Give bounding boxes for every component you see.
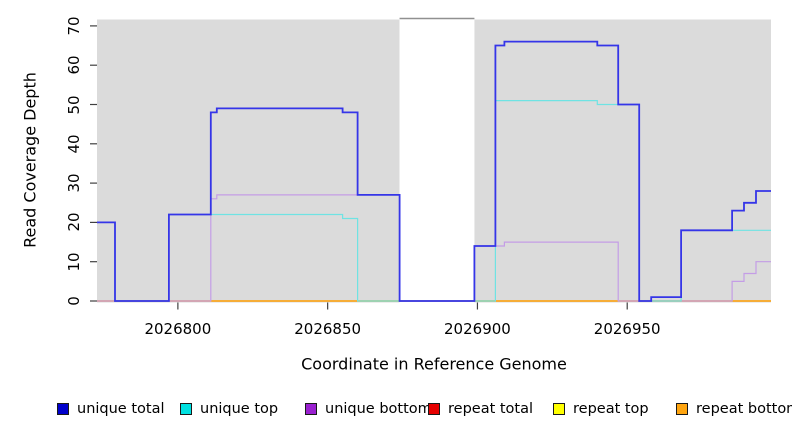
y-axis-title: Read Coverage Depth [20, 72, 40, 248]
y-tick-label: 70 [65, 16, 83, 36]
legend-label: unique bottom [325, 401, 432, 417]
series-unique-bottom [97, 194, 771, 302]
legend-label: unique top [200, 401, 279, 417]
y-tick-label: 20 [65, 212, 83, 232]
region-aligned-right [474, 19, 771, 303]
legend-swatch-unique-top-icon [180, 403, 192, 415]
y-tick-label: 60 [65, 55, 83, 75]
legend-label: unique total [77, 401, 165, 417]
x-tick-label: 2026850 [294, 320, 362, 338]
legend: unique total unique top unique bottom re… [0, 398, 792, 424]
legend-swatch-repeat-total-icon [428, 403, 440, 415]
legend-item-repeat-bottom: repeat bottom [676, 398, 792, 420]
series-unique-total [97, 40, 771, 302]
legend-label: repeat total [448, 401, 534, 417]
legend-item-repeat-total: repeat total [428, 398, 533, 420]
x-tick-label: 2026800 [144, 320, 212, 338]
x-axis-title: Coordinate in Reference Genome [301, 354, 567, 374]
legend-item-unique-bottom: unique bottom [305, 398, 432, 420]
y-tick-label: 0 [65, 296, 83, 306]
legend-swatch-unique-total-icon [57, 403, 69, 415]
legend-label: repeat bottom [696, 401, 792, 417]
region-gap [399, 19, 475, 303]
y-tick-label: 40 [65, 134, 83, 154]
x-tick-label: 2026900 [444, 320, 511, 338]
legend-swatch-repeat-bottom-icon [676, 403, 688, 415]
legend-label: repeat top [573, 401, 649, 417]
legend-swatch-repeat-top-icon [553, 403, 565, 415]
legend-swatch-unique-bottom-icon [305, 403, 317, 415]
legend-item-unique-total: unique total [57, 398, 165, 420]
y-tick-label: 10 [65, 252, 83, 272]
y-tick-label: 30 [65, 173, 83, 193]
x-tick-label: 2026950 [593, 320, 661, 338]
legend-item-repeat-top: repeat top [553, 398, 649, 420]
legend-item-unique-top: unique top [180, 398, 278, 420]
y-tick-label: 50 [65, 94, 83, 115]
region-aligned-left [97, 19, 400, 303]
